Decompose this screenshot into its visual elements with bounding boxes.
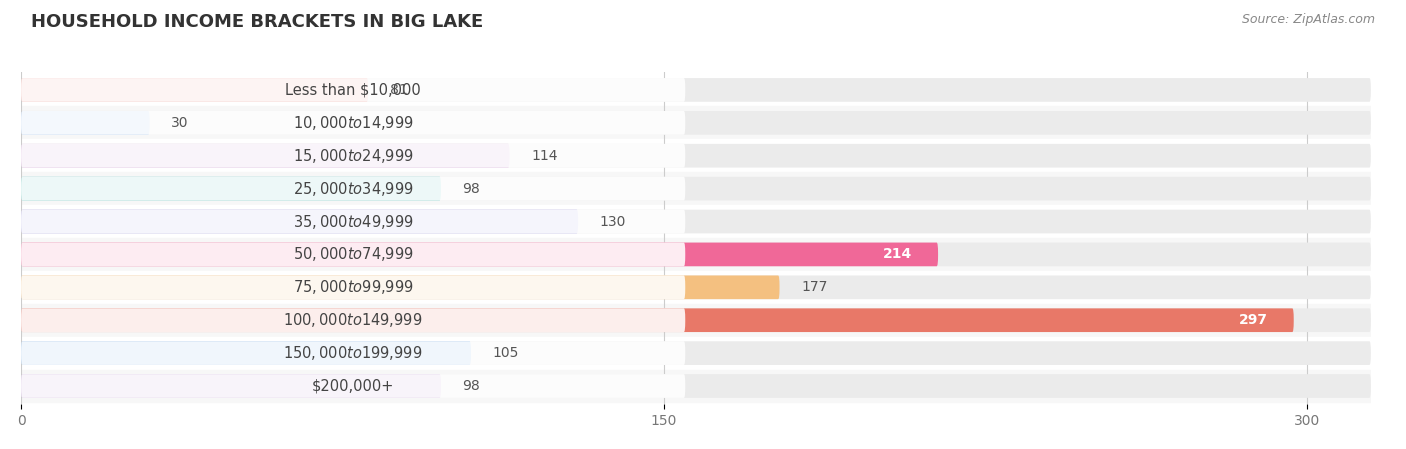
Text: $15,000 to $24,999: $15,000 to $24,999 — [292, 147, 413, 165]
FancyBboxPatch shape — [21, 78, 1371, 102]
FancyBboxPatch shape — [21, 341, 471, 365]
FancyBboxPatch shape — [21, 78, 368, 102]
Bar — [0, 304, 1392, 337]
Text: HOUSEHOLD INCOME BRACKETS IN BIG LAKE: HOUSEHOLD INCOME BRACKETS IN BIG LAKE — [31, 13, 484, 31]
Text: $10,000 to $14,999: $10,000 to $14,999 — [292, 114, 413, 132]
FancyBboxPatch shape — [21, 111, 149, 135]
Bar — [0, 271, 1392, 304]
FancyBboxPatch shape — [21, 308, 1294, 332]
FancyBboxPatch shape — [21, 210, 1371, 233]
FancyBboxPatch shape — [21, 177, 441, 200]
Text: 130: 130 — [599, 215, 626, 229]
Text: $75,000 to $99,999: $75,000 to $99,999 — [292, 278, 413, 296]
Text: 105: 105 — [492, 346, 519, 360]
FancyBboxPatch shape — [21, 210, 578, 233]
FancyBboxPatch shape — [21, 276, 1371, 299]
FancyBboxPatch shape — [21, 308, 685, 332]
FancyBboxPatch shape — [21, 210, 685, 233]
FancyBboxPatch shape — [21, 341, 685, 365]
FancyBboxPatch shape — [21, 374, 1371, 398]
FancyBboxPatch shape — [21, 242, 938, 266]
Text: $200,000+: $200,000+ — [312, 379, 394, 393]
FancyBboxPatch shape — [21, 276, 779, 299]
Text: 81: 81 — [389, 83, 408, 97]
FancyBboxPatch shape — [21, 374, 441, 398]
FancyBboxPatch shape — [21, 242, 1371, 266]
Text: 30: 30 — [172, 116, 188, 130]
Text: 297: 297 — [1239, 313, 1268, 327]
Bar — [0, 370, 1392, 402]
Text: 214: 214 — [883, 247, 912, 261]
Text: 177: 177 — [801, 280, 827, 294]
Text: 98: 98 — [463, 379, 481, 393]
Text: $50,000 to $74,999: $50,000 to $74,999 — [292, 246, 413, 264]
FancyBboxPatch shape — [21, 177, 1371, 200]
FancyBboxPatch shape — [21, 144, 685, 167]
Text: $35,000 to $49,999: $35,000 to $49,999 — [292, 212, 413, 230]
Text: 114: 114 — [531, 149, 558, 163]
FancyBboxPatch shape — [21, 374, 685, 398]
Bar — [0, 139, 1392, 172]
Bar — [0, 238, 1392, 271]
Text: 98: 98 — [463, 182, 481, 196]
Text: $100,000 to $149,999: $100,000 to $149,999 — [284, 311, 423, 329]
FancyBboxPatch shape — [21, 308, 1371, 332]
FancyBboxPatch shape — [21, 242, 685, 266]
Text: $25,000 to $34,999: $25,000 to $34,999 — [292, 180, 413, 198]
Bar — [0, 205, 1392, 238]
Bar — [0, 74, 1392, 106]
FancyBboxPatch shape — [21, 144, 509, 167]
FancyBboxPatch shape — [21, 111, 685, 135]
Text: Less than $10,000: Less than $10,000 — [285, 83, 420, 97]
FancyBboxPatch shape — [21, 111, 1371, 135]
FancyBboxPatch shape — [21, 276, 685, 299]
Bar — [0, 337, 1392, 370]
FancyBboxPatch shape — [21, 78, 685, 102]
FancyBboxPatch shape — [21, 177, 685, 200]
Bar — [0, 106, 1392, 139]
FancyBboxPatch shape — [21, 144, 1371, 167]
Text: $150,000 to $199,999: $150,000 to $199,999 — [284, 344, 423, 362]
Text: Source: ZipAtlas.com: Source: ZipAtlas.com — [1241, 13, 1375, 26]
FancyBboxPatch shape — [21, 341, 1371, 365]
Bar — [0, 172, 1392, 205]
